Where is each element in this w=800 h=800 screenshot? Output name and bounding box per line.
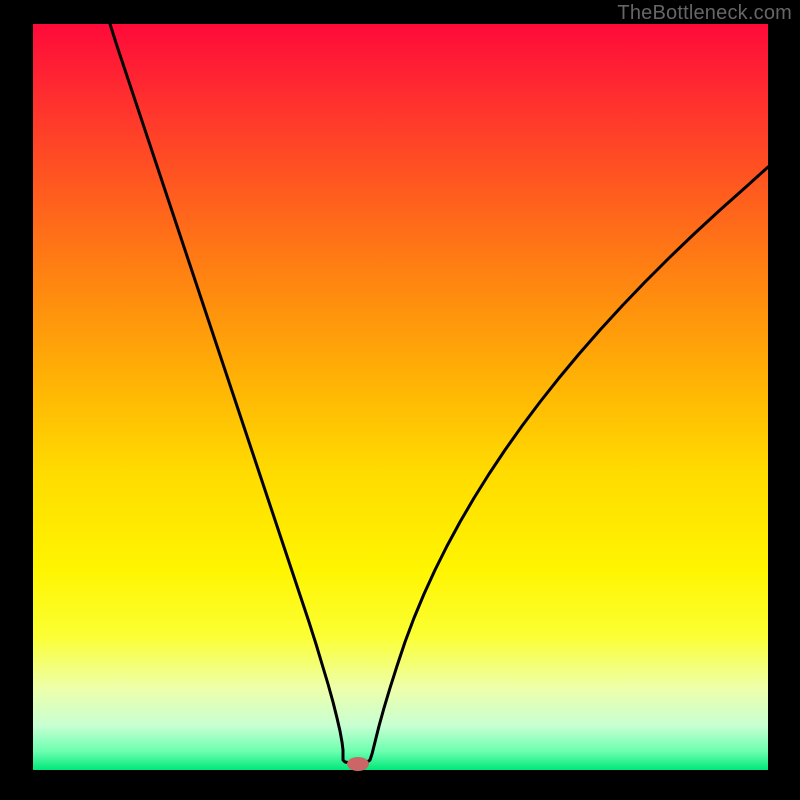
optimal-point-marker: [347, 757, 369, 771]
bottleneck-chart: [0, 0, 800, 800]
chart-container: TheBottleneck.com: [0, 0, 800, 800]
watermark-text: TheBottleneck.com: [617, 2, 792, 25]
